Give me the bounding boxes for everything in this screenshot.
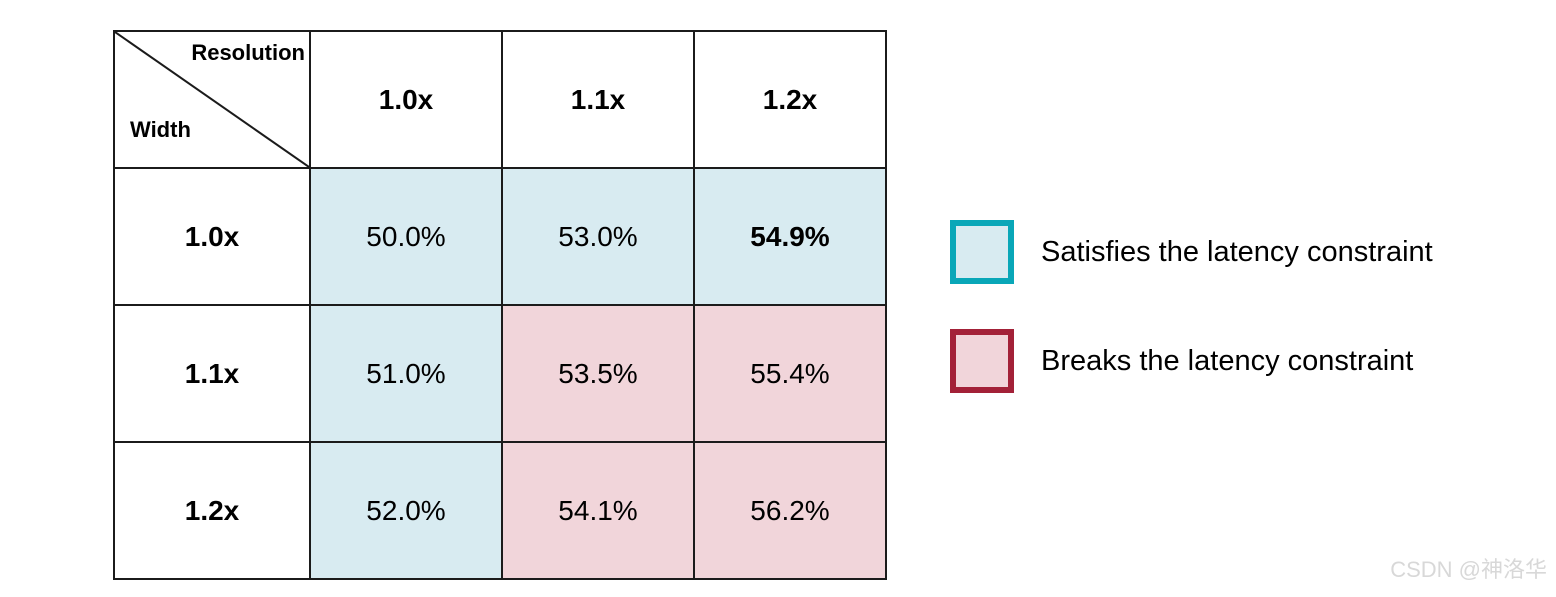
table-cell: 53.0% [501, 167, 695, 306]
table-cell: 55.4% [693, 304, 887, 443]
corner-resolution-label: Resolution [191, 40, 305, 65]
col-header-1.2x: 1.2x [693, 30, 887, 169]
corner-header-cell: Resolution Width [113, 30, 311, 169]
row-header-1.2x: 1.2x [113, 441, 311, 580]
col-header-1.1x: 1.1x [501, 30, 695, 169]
diagonal-divider-line [115, 32, 309, 167]
legend: Satisfies the latency constraint Breaks … [950, 220, 1433, 393]
table-cell-best: 54.9% [693, 167, 887, 306]
row-header-1.0x: 1.0x [113, 167, 311, 306]
legend-item-breaks: Breaks the latency constraint [950, 329, 1433, 393]
table-row: 1.0x 50.0% 53.0% 54.9% [113, 167, 887, 306]
corner-width-label: Width [130, 117, 191, 142]
row-header-1.1x: 1.1x [113, 304, 311, 443]
results-table: Resolution Width 1.0x 1.1x 1.2x 1.0x 50.… [113, 30, 887, 580]
table-cell: 51.0% [309, 304, 503, 443]
legend-label-satisfies: Satisfies the latency constraint [1041, 235, 1433, 268]
satisfies-swatch-icon [950, 220, 1014, 284]
table-cell: 50.0% [309, 167, 503, 306]
table-row: 1.1x 51.0% 53.5% 55.4% [113, 304, 887, 443]
table-cell: 54.1% [501, 441, 695, 580]
table-cell: 52.0% [309, 441, 503, 580]
breaks-swatch-icon [950, 329, 1014, 393]
legend-item-satisfies: Satisfies the latency constraint [950, 220, 1433, 284]
table-row: 1.2x 52.0% 54.1% 56.2% [113, 441, 887, 580]
table-cell: 53.5% [501, 304, 695, 443]
col-header-1.0x: 1.0x [309, 30, 503, 169]
header-row: Resolution Width 1.0x 1.1x 1.2x [113, 30, 887, 169]
legend-label-breaks: Breaks the latency constraint [1041, 344, 1414, 377]
table-cell: 56.2% [693, 441, 887, 580]
watermark: CSDN @神洛华 [1390, 557, 1547, 582]
